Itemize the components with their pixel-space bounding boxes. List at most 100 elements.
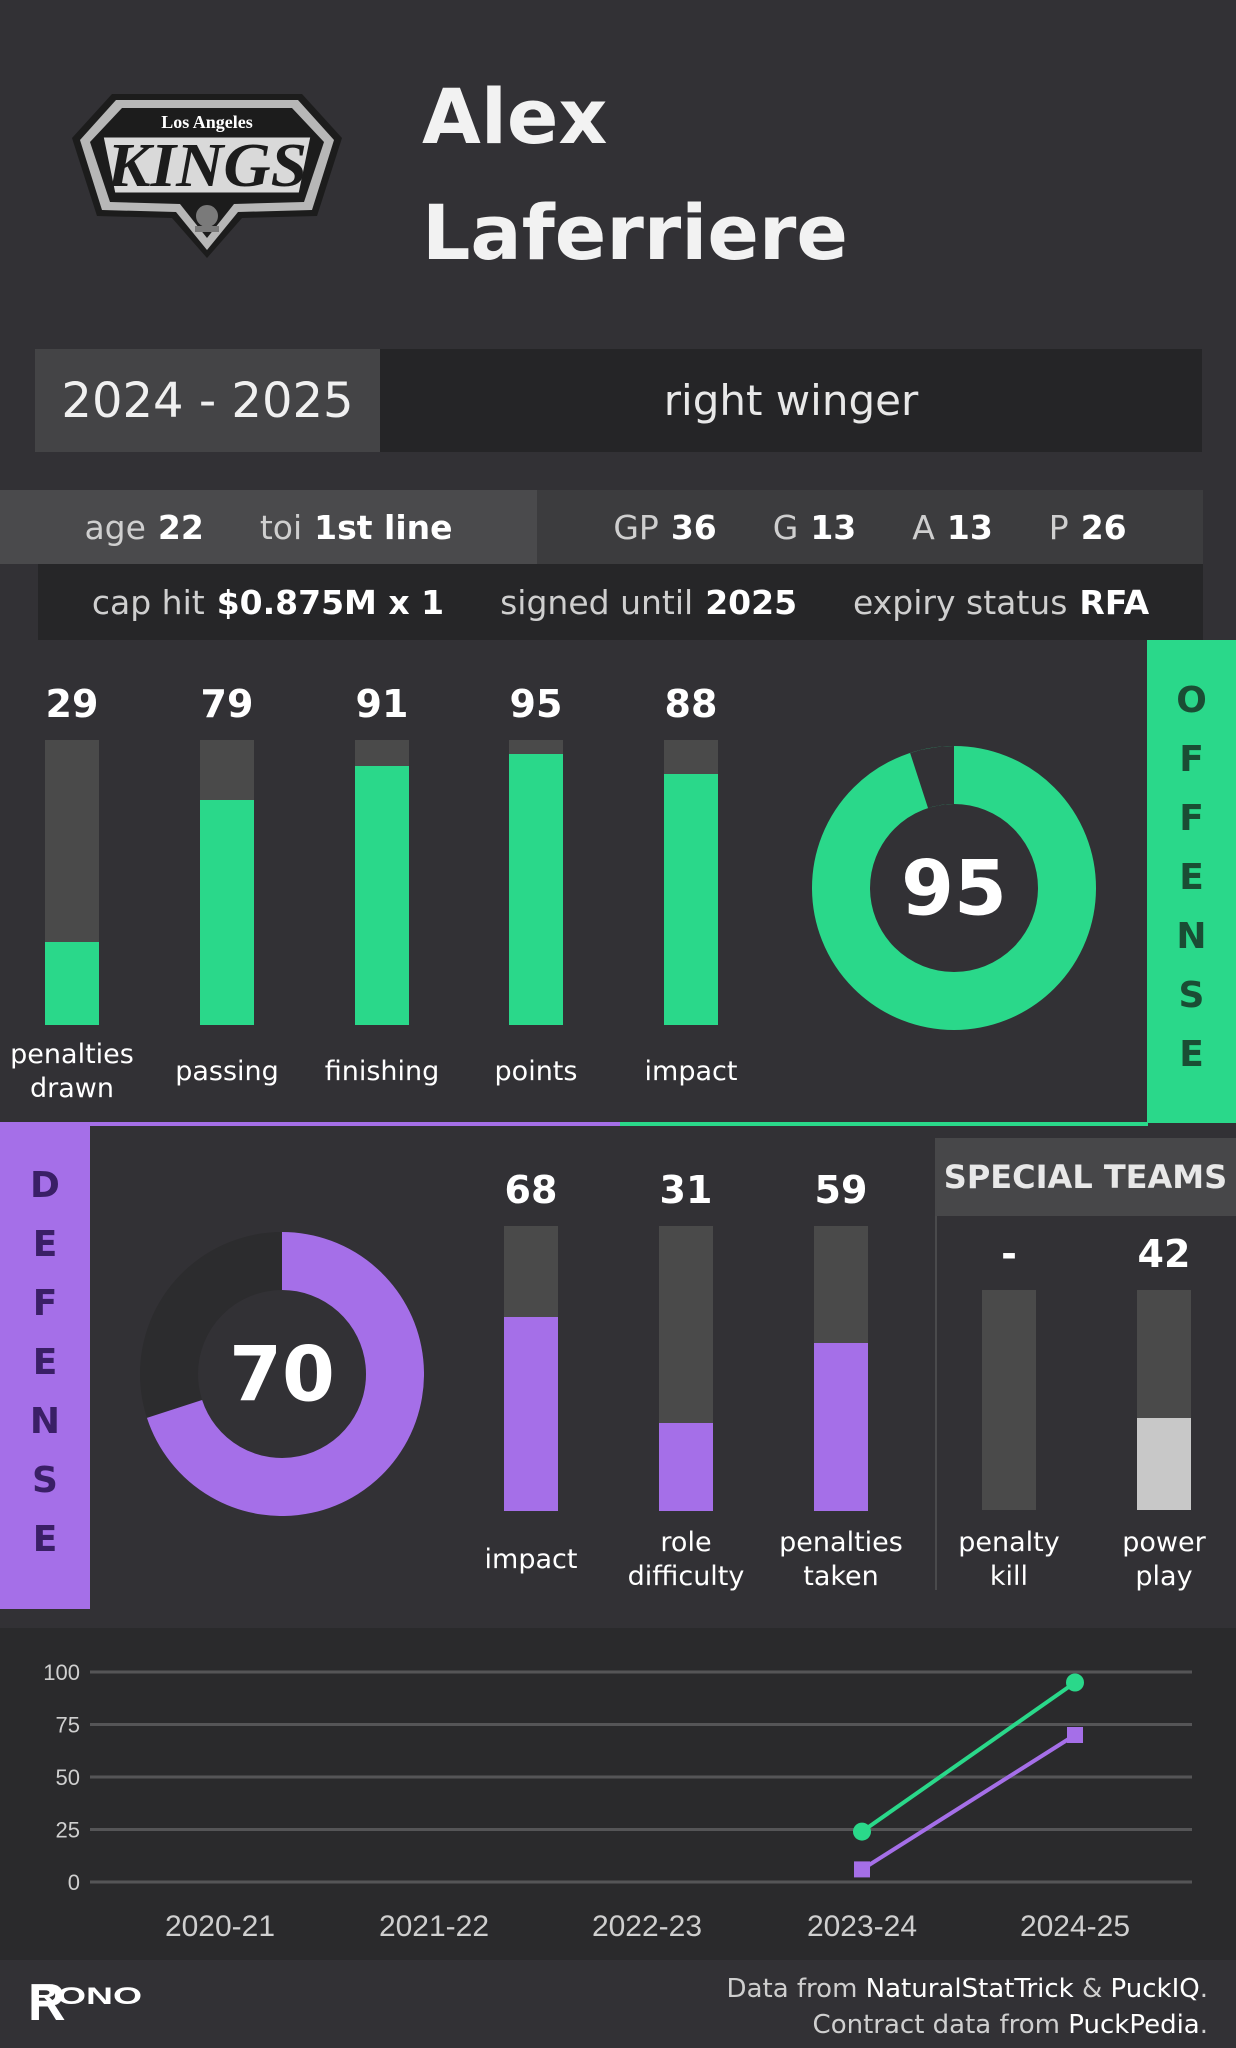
x-tick-label: 2020-21 (165, 1910, 275, 1943)
p-value: 26 (1080, 507, 1127, 547)
gp-value: 36 (670, 507, 717, 547)
offense-overall-value: 95 (901, 844, 1007, 933)
offense-bar-fill (200, 799, 254, 1025)
defense-bar-value: 59 (814, 1168, 868, 1212)
trend-chart-panel (0, 1628, 1236, 1960)
defense-bar-track (504, 1226, 558, 1511)
contract-source-prefix: Contract data from (812, 2010, 1069, 2040)
special-teams-bar-label: power play (1122, 1527, 1206, 1592)
defense-overall-value: 70 (229, 1330, 335, 1419)
expiry-status-label: expiry status (853, 582, 1068, 622)
x-tick-label: 2022-23 (592, 1910, 702, 1943)
svg-text:R: R (28, 1976, 66, 2032)
player-last-name: Laferriere (422, 188, 848, 277)
cap-hit-value: $0.875M x 1 (216, 582, 445, 622)
team-logo: Los Angeles KINGS (72, 94, 342, 258)
contract-source-end: . (1199, 2010, 1208, 2040)
offense-bar-track (664, 740, 718, 1025)
offense-bar-fill (355, 765, 409, 1025)
defense-donut-arc (146, 1232, 424, 1516)
side-letter: E (1179, 857, 1204, 898)
defense-bar-value: 68 (504, 1168, 558, 1212)
y-tick-label: 25 (56, 1818, 80, 1843)
side-letter: E (32, 1342, 58, 1383)
offense-donut-gap (910, 746, 954, 809)
defense-series-line (860, 1733, 1077, 1872)
brand-text: RONO (30, 1983, 142, 2010)
defense-bar-track (659, 1226, 713, 1511)
expiry-status-value: RFA (1079, 582, 1150, 622)
signed-until-value: 2025 (705, 582, 798, 622)
defense-bar-fill (814, 1342, 868, 1511)
offense-bar-label: finishing (324, 1056, 440, 1087)
logo-team-text: KINGS (106, 132, 307, 200)
cap-hit-label: cap hit (91, 582, 205, 622)
side-letter: F (1179, 798, 1204, 839)
offense-bar-value: 29 (45, 682, 99, 726)
defense-bar-value: 31 (659, 1168, 713, 1212)
special-teams-bar-label: penalty kill (958, 1527, 1060, 1592)
special-teams-divider (935, 1216, 937, 1590)
offense-bar-label: penalties drawn (10, 1039, 134, 1104)
g-label: G (772, 507, 799, 547)
player-first-name: Alex (422, 72, 608, 161)
offense-bar-fill (509, 754, 563, 1025)
g-value: 13 (810, 507, 857, 547)
offense-bar-label: impact (644, 1056, 738, 1087)
p-label: P (1048, 507, 1069, 547)
position-label: right winger (380, 349, 1202, 452)
defense-series-point (1067, 1727, 1083, 1743)
special-teams-bar-value: 42 (1137, 1232, 1191, 1276)
age-label: age (84, 507, 146, 547)
side-letter: E (1179, 1034, 1204, 1075)
toi-value: 1st line (314, 507, 453, 547)
offense-bar-track (45, 740, 99, 1025)
special-teams-bar-track (982, 1290, 1036, 1510)
data-source-line: Data from NaturalStatTrick & PuckIQ. (727, 1974, 1208, 2004)
special-teams-bar-value: - (1001, 1232, 1017, 1276)
x-tick-label: 2024-25 (1020, 1910, 1130, 1943)
side-letter: S (1178, 975, 1205, 1016)
defense-donut: 70 (140, 1232, 424, 1516)
a-value: 13 (946, 507, 993, 547)
x-tick-label: 2023-24 (807, 1910, 917, 1943)
side-letter: D (30, 1165, 60, 1206)
puckiq-source: PuckIQ (1110, 1974, 1200, 2004)
y-tick-label: 50 (56, 1765, 80, 1790)
offense-bar-fill (45, 942, 99, 1025)
defense-bar-fill (504, 1317, 558, 1511)
special-teams-bar-fill (1137, 1417, 1191, 1510)
y-tick-label: 75 (56, 1713, 80, 1738)
offense-bar-track (355, 740, 409, 1025)
offense-bar-track (200, 740, 254, 1025)
x-tick-label: 2021-22 (379, 1910, 489, 1943)
offense-series-line (860, 1680, 1077, 1834)
side-letter: E (32, 1224, 58, 1265)
toi-label: toi (259, 507, 303, 547)
defense-divider (0, 1122, 620, 1126)
defense-bar-track (814, 1226, 868, 1511)
age-value: 22 (157, 507, 204, 547)
y-tick-label: 100 (43, 1660, 80, 1685)
defense-bar-fill (659, 1422, 713, 1511)
trend-chart: 0 25 50 75 100 2020-21 2021-22 2022-23 2023-24 20… (43, 1660, 1192, 1943)
contract-source-line: Contract data from PuckPedia. (813, 2010, 1208, 2040)
data-source-end: . (1199, 1974, 1208, 2004)
side-letter: O (1176, 680, 1207, 721)
contract-row: cap hit $0.875M x 1 signed until 2025 expi… (38, 564, 1203, 640)
offense-bar-track (509, 740, 563, 1025)
data-source-amp: & (1073, 1974, 1111, 2004)
gp-label: GP (613, 507, 659, 547)
offense-donut: 95 (812, 746, 1096, 1030)
defense-bar-label: impact (484, 1544, 578, 1575)
scoring-stats-row: GP 36 G 13 A 13 P 26 (537, 490, 1203, 564)
special-teams-bar-track (1137, 1290, 1191, 1510)
side-letter: F (32, 1283, 58, 1324)
puckpedia-source: PuckPedia (1068, 2010, 1200, 2040)
offense-bar-value: 79 (200, 682, 254, 726)
logo-city-text: Los Angeles (161, 112, 253, 132)
side-letter: E (32, 1519, 58, 1560)
side-letter: N (29, 1401, 61, 1442)
offense-bar-value: 95 (509, 682, 563, 726)
